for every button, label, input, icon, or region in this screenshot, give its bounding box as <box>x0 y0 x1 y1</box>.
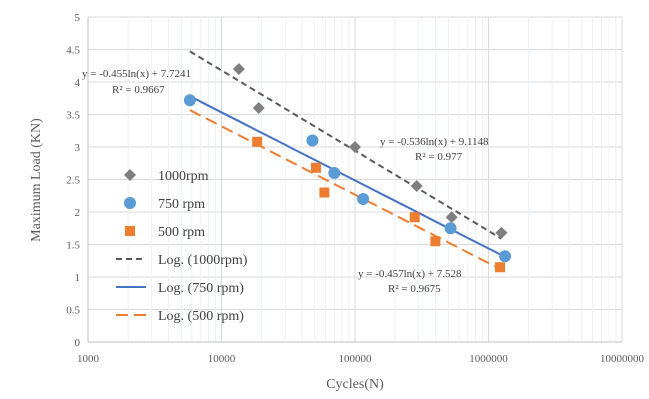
legend-symbol <box>124 169 136 181</box>
legend: 1000rpm 750 rpm 500 rpm Log. (1000rpm) Log. … <box>116 169 248 324</box>
y-tick-label: 0.5 <box>66 305 80 317</box>
x-tick-label: 1000 <box>77 353 100 365</box>
data-point <box>357 193 370 205</box>
data-point <box>444 222 457 235</box>
x-tick-label: 10000000 <box>600 353 645 365</box>
data-point <box>328 167 341 179</box>
trendline-r-squared: R² = 0.9667 <box>112 84 165 96</box>
trendline-equation: y = -0.455ln(x) + 7.7241 <box>82 68 191 80</box>
data-point <box>252 102 265 114</box>
y-tick-label: 0 <box>75 337 81 349</box>
trendline-r-squared: R² = 0.977 <box>415 151 463 163</box>
data-point <box>183 94 196 107</box>
legend-symbol <box>125 226 135 236</box>
legend-symbol <box>124 197 136 209</box>
data-point <box>310 162 321 173</box>
y-tick-label: 4 <box>75 77 81 89</box>
y-tick-label: 2 <box>75 207 81 219</box>
x-tick-label: 100000 <box>339 353 373 365</box>
equation-layer: y = -0.536ln(x) + 9.1148 R² = 0.977 y = -0… <box>82 68 489 295</box>
data-point <box>430 236 441 247</box>
legend-label: 750 rpm <box>158 197 205 212</box>
data-point <box>495 226 508 239</box>
data-point <box>349 141 361 153</box>
x-axis-label: Cycles(N) <box>326 377 384 392</box>
y-tick-label: 1.5 <box>66 240 80 252</box>
x-tick-label: 1000000 <box>469 353 508 365</box>
y-tick-label: 1 <box>75 272 81 284</box>
y-axis-label: Maximum Load (KN) <box>29 118 44 242</box>
y-tick-label: 4.5 <box>66 45 80 57</box>
y-tick-label: 3.5 <box>66 110 80 122</box>
data-point <box>319 187 330 198</box>
legend-label: Log. (500 rpm) <box>158 309 244 324</box>
trendline-equation: y = -0.457ln(x) + 7.528 <box>358 268 462 280</box>
trendline <box>189 95 506 258</box>
data-point <box>409 212 420 223</box>
legend-label: Log. (1000rpm) <box>158 253 248 268</box>
x-tick-label: 10000 <box>208 353 236 365</box>
point-layer <box>183 63 512 273</box>
data-point <box>499 250 512 263</box>
trendline-equation: y = -0.536ln(x) + 9.1148 <box>380 136 489 148</box>
data-point <box>252 136 263 147</box>
axis-layer: 0 0.5 1 1.5 2 2.5 3 3.5 4 4.5 5 1000 10000 100000 1000… <box>66 12 644 365</box>
legend-label: 1000rpm <box>158 169 209 184</box>
data-point <box>445 211 458 224</box>
y-tick-label: 2.5 <box>66 175 80 187</box>
y-tick-label: 5 <box>75 12 81 24</box>
legend-label: 500 rpm <box>158 225 205 240</box>
trendline-r-squared: R² = 0.9675 <box>388 283 441 295</box>
data-point <box>495 262 506 273</box>
trendline <box>189 109 501 270</box>
y-tick-label: 3 <box>75 142 81 154</box>
data-point <box>306 134 319 147</box>
data-point <box>410 180 423 192</box>
legend-label: Log. (750 rpm) <box>158 281 244 296</box>
trendline <box>189 50 502 240</box>
data-point <box>232 63 245 75</box>
